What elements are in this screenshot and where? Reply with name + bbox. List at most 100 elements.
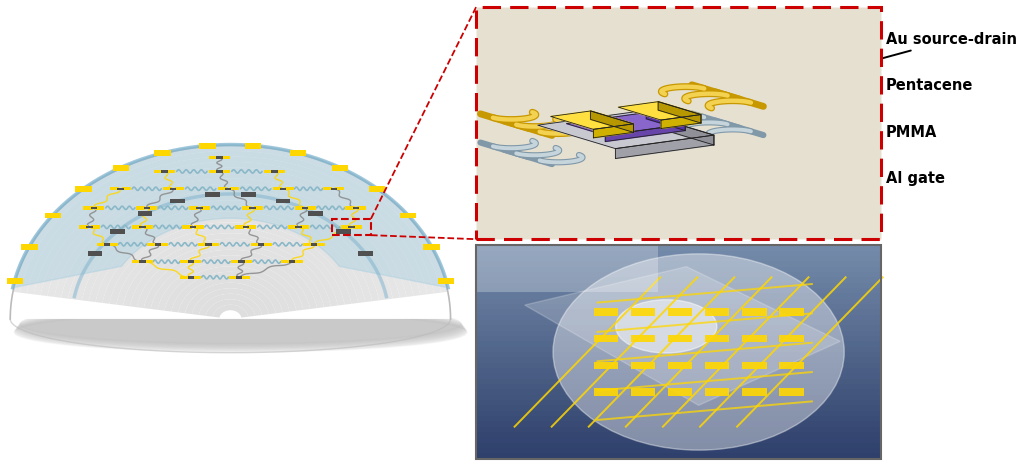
Bar xyxy=(180,260,189,264)
Polygon shape xyxy=(524,266,840,405)
Bar xyxy=(779,335,804,342)
Bar xyxy=(631,308,655,316)
Polygon shape xyxy=(206,299,255,317)
Polygon shape xyxy=(199,294,262,316)
Bar xyxy=(476,453,881,459)
Polygon shape xyxy=(591,111,634,132)
Polygon shape xyxy=(538,112,714,149)
Bar xyxy=(95,206,104,210)
Bar xyxy=(251,242,260,246)
Ellipse shape xyxy=(553,254,844,450)
Polygon shape xyxy=(19,151,441,294)
Polygon shape xyxy=(158,261,303,310)
Bar xyxy=(476,335,881,341)
Bar xyxy=(476,368,881,373)
Bar xyxy=(779,308,804,316)
Ellipse shape xyxy=(17,309,464,348)
Bar xyxy=(195,225,204,229)
Bar xyxy=(437,278,454,284)
Bar xyxy=(209,156,218,159)
Polygon shape xyxy=(137,244,324,308)
Bar xyxy=(476,245,881,459)
Bar xyxy=(631,362,655,369)
Bar xyxy=(742,335,767,342)
Polygon shape xyxy=(646,113,685,130)
Bar xyxy=(201,206,210,210)
Polygon shape xyxy=(102,217,358,304)
Polygon shape xyxy=(165,266,296,311)
Bar xyxy=(180,276,189,279)
Bar xyxy=(88,251,102,256)
Bar xyxy=(44,213,60,219)
Bar xyxy=(476,245,881,459)
Bar xyxy=(369,186,385,192)
Bar xyxy=(103,243,111,246)
Ellipse shape xyxy=(17,308,464,347)
Bar xyxy=(7,278,24,284)
Text: Pentacene: Pentacene xyxy=(677,78,973,128)
Bar xyxy=(170,199,184,204)
Bar xyxy=(239,260,245,263)
Bar xyxy=(668,362,692,369)
Bar xyxy=(76,186,92,192)
Bar xyxy=(476,442,881,448)
Bar xyxy=(594,335,618,342)
Bar xyxy=(258,243,264,246)
Bar xyxy=(221,156,230,159)
Bar xyxy=(476,357,881,363)
Ellipse shape xyxy=(19,306,462,345)
Bar xyxy=(400,213,417,219)
Bar xyxy=(254,206,263,210)
Bar xyxy=(247,225,256,229)
Polygon shape xyxy=(130,239,331,307)
Bar xyxy=(476,314,881,320)
Bar xyxy=(476,277,881,283)
Bar xyxy=(294,260,303,264)
Text: Au source-drain: Au source-drain xyxy=(654,32,1017,121)
Bar xyxy=(280,188,287,190)
Bar xyxy=(336,229,350,234)
Bar xyxy=(668,335,692,342)
Polygon shape xyxy=(41,167,420,296)
Bar xyxy=(139,260,145,263)
Bar xyxy=(332,165,348,171)
Bar xyxy=(476,7,881,239)
Bar xyxy=(289,260,295,263)
Bar xyxy=(476,272,881,277)
Bar xyxy=(271,170,278,173)
Bar xyxy=(148,206,158,210)
Bar xyxy=(594,308,618,316)
Bar xyxy=(288,225,297,229)
Bar xyxy=(476,245,881,250)
Bar xyxy=(295,206,304,210)
Bar xyxy=(230,260,240,264)
Bar xyxy=(210,242,219,246)
Bar xyxy=(136,206,145,210)
Bar xyxy=(22,244,38,250)
Polygon shape xyxy=(34,162,427,295)
Bar xyxy=(668,388,692,396)
Bar xyxy=(132,225,141,229)
Bar xyxy=(476,421,881,427)
Bar xyxy=(476,431,881,437)
Polygon shape xyxy=(171,272,290,312)
Bar xyxy=(476,330,881,336)
Bar xyxy=(139,226,145,228)
Bar xyxy=(476,394,881,400)
Bar xyxy=(476,346,881,352)
Bar xyxy=(189,206,199,210)
Bar xyxy=(357,206,367,210)
Bar xyxy=(335,187,344,190)
Bar xyxy=(143,225,153,229)
Bar xyxy=(476,410,881,416)
Bar xyxy=(476,405,881,411)
Bar xyxy=(332,219,371,235)
Polygon shape xyxy=(213,305,248,318)
Polygon shape xyxy=(27,156,434,295)
Bar xyxy=(159,242,168,246)
Polygon shape xyxy=(12,144,449,287)
Bar xyxy=(132,260,141,264)
Bar xyxy=(705,362,729,369)
Bar xyxy=(272,187,282,190)
Bar xyxy=(352,207,359,209)
